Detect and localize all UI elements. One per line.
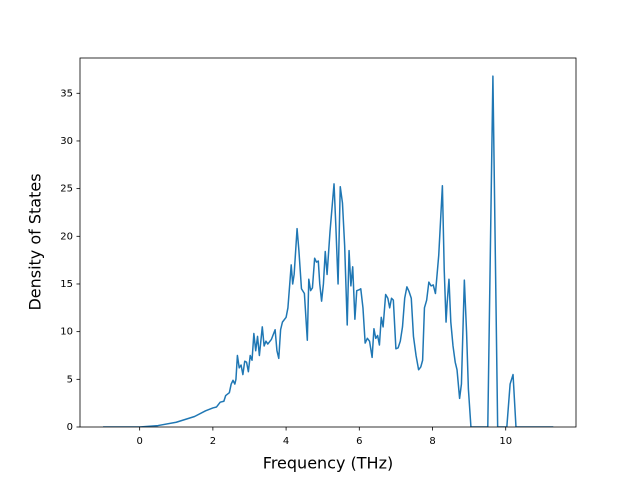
y-axis-label: Density of States	[26, 173, 45, 310]
plot-frame	[79, 57, 577, 428]
x-tick-label: 6	[356, 436, 362, 447]
dos-line	[103, 75, 554, 427]
x-tick-label: 4	[283, 436, 289, 447]
y-tick-label: 30	[60, 136, 73, 147]
y-tick-label: 5	[67, 374, 73, 385]
y-tick-label: 25	[60, 184, 73, 195]
x-tick-label: 0	[136, 436, 142, 447]
y-tick-label: 20	[60, 231, 73, 242]
y-tick-label: 10	[60, 327, 73, 338]
x-axis-label: Frequency (THz)	[263, 454, 393, 473]
y-tick-label: 35	[60, 88, 73, 99]
y-tick-label: 0	[67, 422, 73, 433]
x-tick-label: 2	[210, 436, 216, 447]
x-tick-label: 8	[429, 436, 435, 447]
y-tick-label: 15	[60, 279, 73, 290]
x-tick-label: 10	[499, 436, 512, 447]
